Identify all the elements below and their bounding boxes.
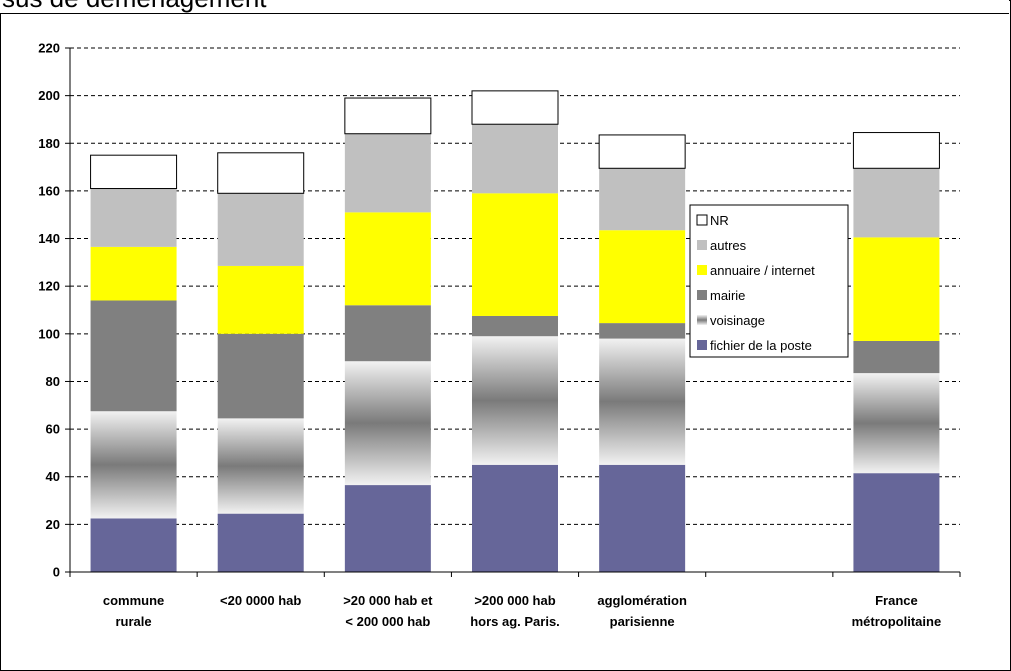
bar-voisinage-1 (217, 418, 304, 514)
bar-mairie-4 (599, 323, 686, 339)
header-text: sus de déménagement (2, 0, 267, 13)
bar-autres-0 (90, 188, 177, 247)
bar-voisinage-0 (90, 411, 177, 519)
y-tick-label-220: 220 (38, 41, 60, 56)
legend-label-mairie: mairie (710, 288, 745, 303)
bar-mairie-2 (344, 305, 431, 362)
x-category-label-6-1: métropolitaine (852, 614, 942, 629)
legend-swatch-autres (697, 240, 707, 250)
bar-autres-6 (853, 168, 940, 238)
bar-mairie-0 (90, 300, 177, 412)
x-category-label-0-1: rurale (116, 614, 152, 629)
legend-box (689, 204, 849, 358)
bar-annuaire-internet-3 (472, 193, 558, 316)
bar-voisinage-3 (472, 336, 558, 465)
bar-fichier-de-la-poste-6 (853, 473, 940, 572)
bar-voisinage-4 (599, 338, 686, 465)
bar-nr-4 (598, 134, 686, 169)
y-tick-label-200: 200 (38, 88, 60, 103)
y-tick-label-60: 60 (46, 422, 60, 437)
bar-autres-1 (217, 193, 304, 266)
legend-label-fichier-de-la-poste: fichier de la poste (710, 338, 812, 353)
bar-voisinage-2 (344, 361, 431, 486)
x-category-label-4-0: agglomération (597, 593, 687, 608)
legend-label-autres: autres (710, 238, 747, 253)
legend-swatch-mairie (697, 290, 707, 300)
legend-label-voisinage: voisinage (710, 313, 765, 328)
bar-voisinage-6 (853, 373, 940, 474)
bar-mairie-6 (853, 340, 940, 374)
header-strip: sus de déménagement (0, 0, 1009, 14)
x-category-label-2-0: >20 000 hab et (343, 593, 433, 608)
y-tick-label-80: 80 (46, 374, 60, 389)
x-category-label-3-1: hors ag. Paris. (470, 614, 560, 629)
y-tick-label-180: 180 (38, 136, 60, 151)
x-category-label-0-0: commune (103, 593, 164, 608)
bar-nr-2 (344, 97, 432, 135)
bar-autres-4 (599, 168, 686, 231)
bar-nr-3 (471, 90, 559, 125)
bar-annuaire-internet-1 (217, 265, 304, 334)
y-tick-label-0: 0 (53, 565, 60, 580)
legend-swatch-fichier-de-la-poste (697, 340, 707, 350)
bar-annuaire-internet-2 (344, 212, 431, 306)
bar-nr-1 (217, 152, 305, 194)
bar-nr-6 (852, 132, 940, 169)
x-category-label-1-0: <20 0000 hab (220, 593, 301, 608)
x-category-label-3-0: >200 000 hab (474, 593, 555, 608)
y-tick-label-40: 40 (46, 469, 60, 484)
x-category-label-2-1: < 200 000 hab (345, 614, 430, 629)
x-category-label-6-0: France (875, 593, 918, 608)
y-tick-label-120: 120 (38, 279, 60, 294)
legend-swatch-nr (696, 214, 708, 226)
bar-annuaire-internet-4 (599, 230, 686, 324)
y-tick-label-140: 140 (38, 231, 60, 246)
bar-fichier-de-la-poste-2 (344, 485, 431, 572)
bar-autres-2 (344, 133, 431, 213)
legend-label-nr: NR (710, 213, 729, 228)
bar-fichier-de-la-poste-3 (472, 464, 558, 572)
bar-autres-3 (472, 124, 558, 194)
bar-mairie-1 (217, 333, 304, 419)
bar-fichier-de-la-poste-1 (217, 513, 304, 572)
bar-fichier-de-la-poste-0 (90, 518, 177, 572)
y-tick-label-100: 100 (38, 326, 60, 341)
y-tick-label-20: 20 (46, 517, 60, 532)
bar-fichier-de-la-poste-4 (599, 464, 686, 572)
x-category-label-4-1: parisienne (610, 614, 675, 629)
bar-nr-0 (90, 154, 178, 190)
bar-annuaire-internet-6 (853, 237, 940, 341)
y-tick-label-160: 160 (38, 183, 60, 198)
legend-swatch-annuaire-internet (697, 265, 707, 275)
bar-mairie-3 (472, 315, 558, 337)
legend-swatch-voisinage (697, 315, 707, 325)
bar-annuaire-internet-0 (90, 246, 177, 301)
legend-label-annuaire-internet: annuaire / internet (710, 263, 815, 278)
